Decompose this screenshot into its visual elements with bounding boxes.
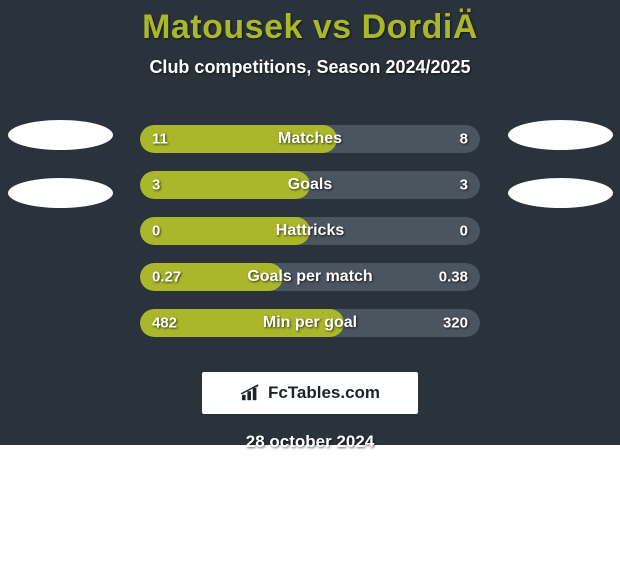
page-title: Matousek vs DordiÄ	[0, 0, 620, 47]
stat-left-value: 3	[152, 177, 160, 194]
snapshot-date: 28 october 2024	[0, 432, 620, 452]
stat-left-value: 0.27	[152, 269, 181, 286]
brand-text: FcTables.com	[268, 383, 380, 403]
stat-label: Hattricks	[276, 222, 344, 240]
stat-right-value: 0.38	[439, 269, 468, 286]
jersey-placeholder	[8, 178, 113, 208]
stat-left-value: 482	[152, 315, 177, 332]
comparison-panel: Matousek vs DordiÄ Club competitions, Se…	[0, 0, 620, 445]
bar-chart-icon	[240, 384, 262, 402]
stat-bar: 0.27 Goals per match 0.38	[140, 263, 480, 291]
stat-label: Goals per match	[247, 268, 372, 286]
left-jersey-col	[5, 120, 115, 208]
stat-bar: 0 Hattricks 0	[140, 217, 480, 245]
bar-fill-left	[140, 171, 310, 199]
stat-bar: 3 Goals 3	[140, 171, 480, 199]
stat-left-value: 0	[152, 223, 160, 240]
page-subtitle: Club competitions, Season 2024/2025	[0, 57, 620, 78]
stat-left-value: 11	[152, 131, 168, 148]
jersey-placeholder	[508, 178, 613, 208]
jersey-placeholder	[8, 120, 113, 150]
stat-right-value: 8	[460, 131, 468, 148]
brand-badge[interactable]: FcTables.com	[202, 372, 418, 414]
stat-label: Min per goal	[263, 314, 357, 332]
stat-right-value: 3	[460, 177, 468, 194]
stat-bar: 11 Matches 8	[140, 125, 480, 153]
stat-label: Matches	[278, 130, 342, 148]
stat-right-value: 320	[443, 315, 468, 332]
stat-bars: 11 Matches 8 3 Goals 3 0 Hattricks 0 0.2…	[140, 125, 480, 337]
stat-bar: 482 Min per goal 320	[140, 309, 480, 337]
right-jersey-col	[505, 120, 615, 208]
jersey-placeholder	[508, 120, 613, 150]
stat-right-value: 0	[460, 223, 468, 240]
lower-blank-area	[0, 445, 620, 580]
stat-label: Goals	[288, 176, 332, 194]
